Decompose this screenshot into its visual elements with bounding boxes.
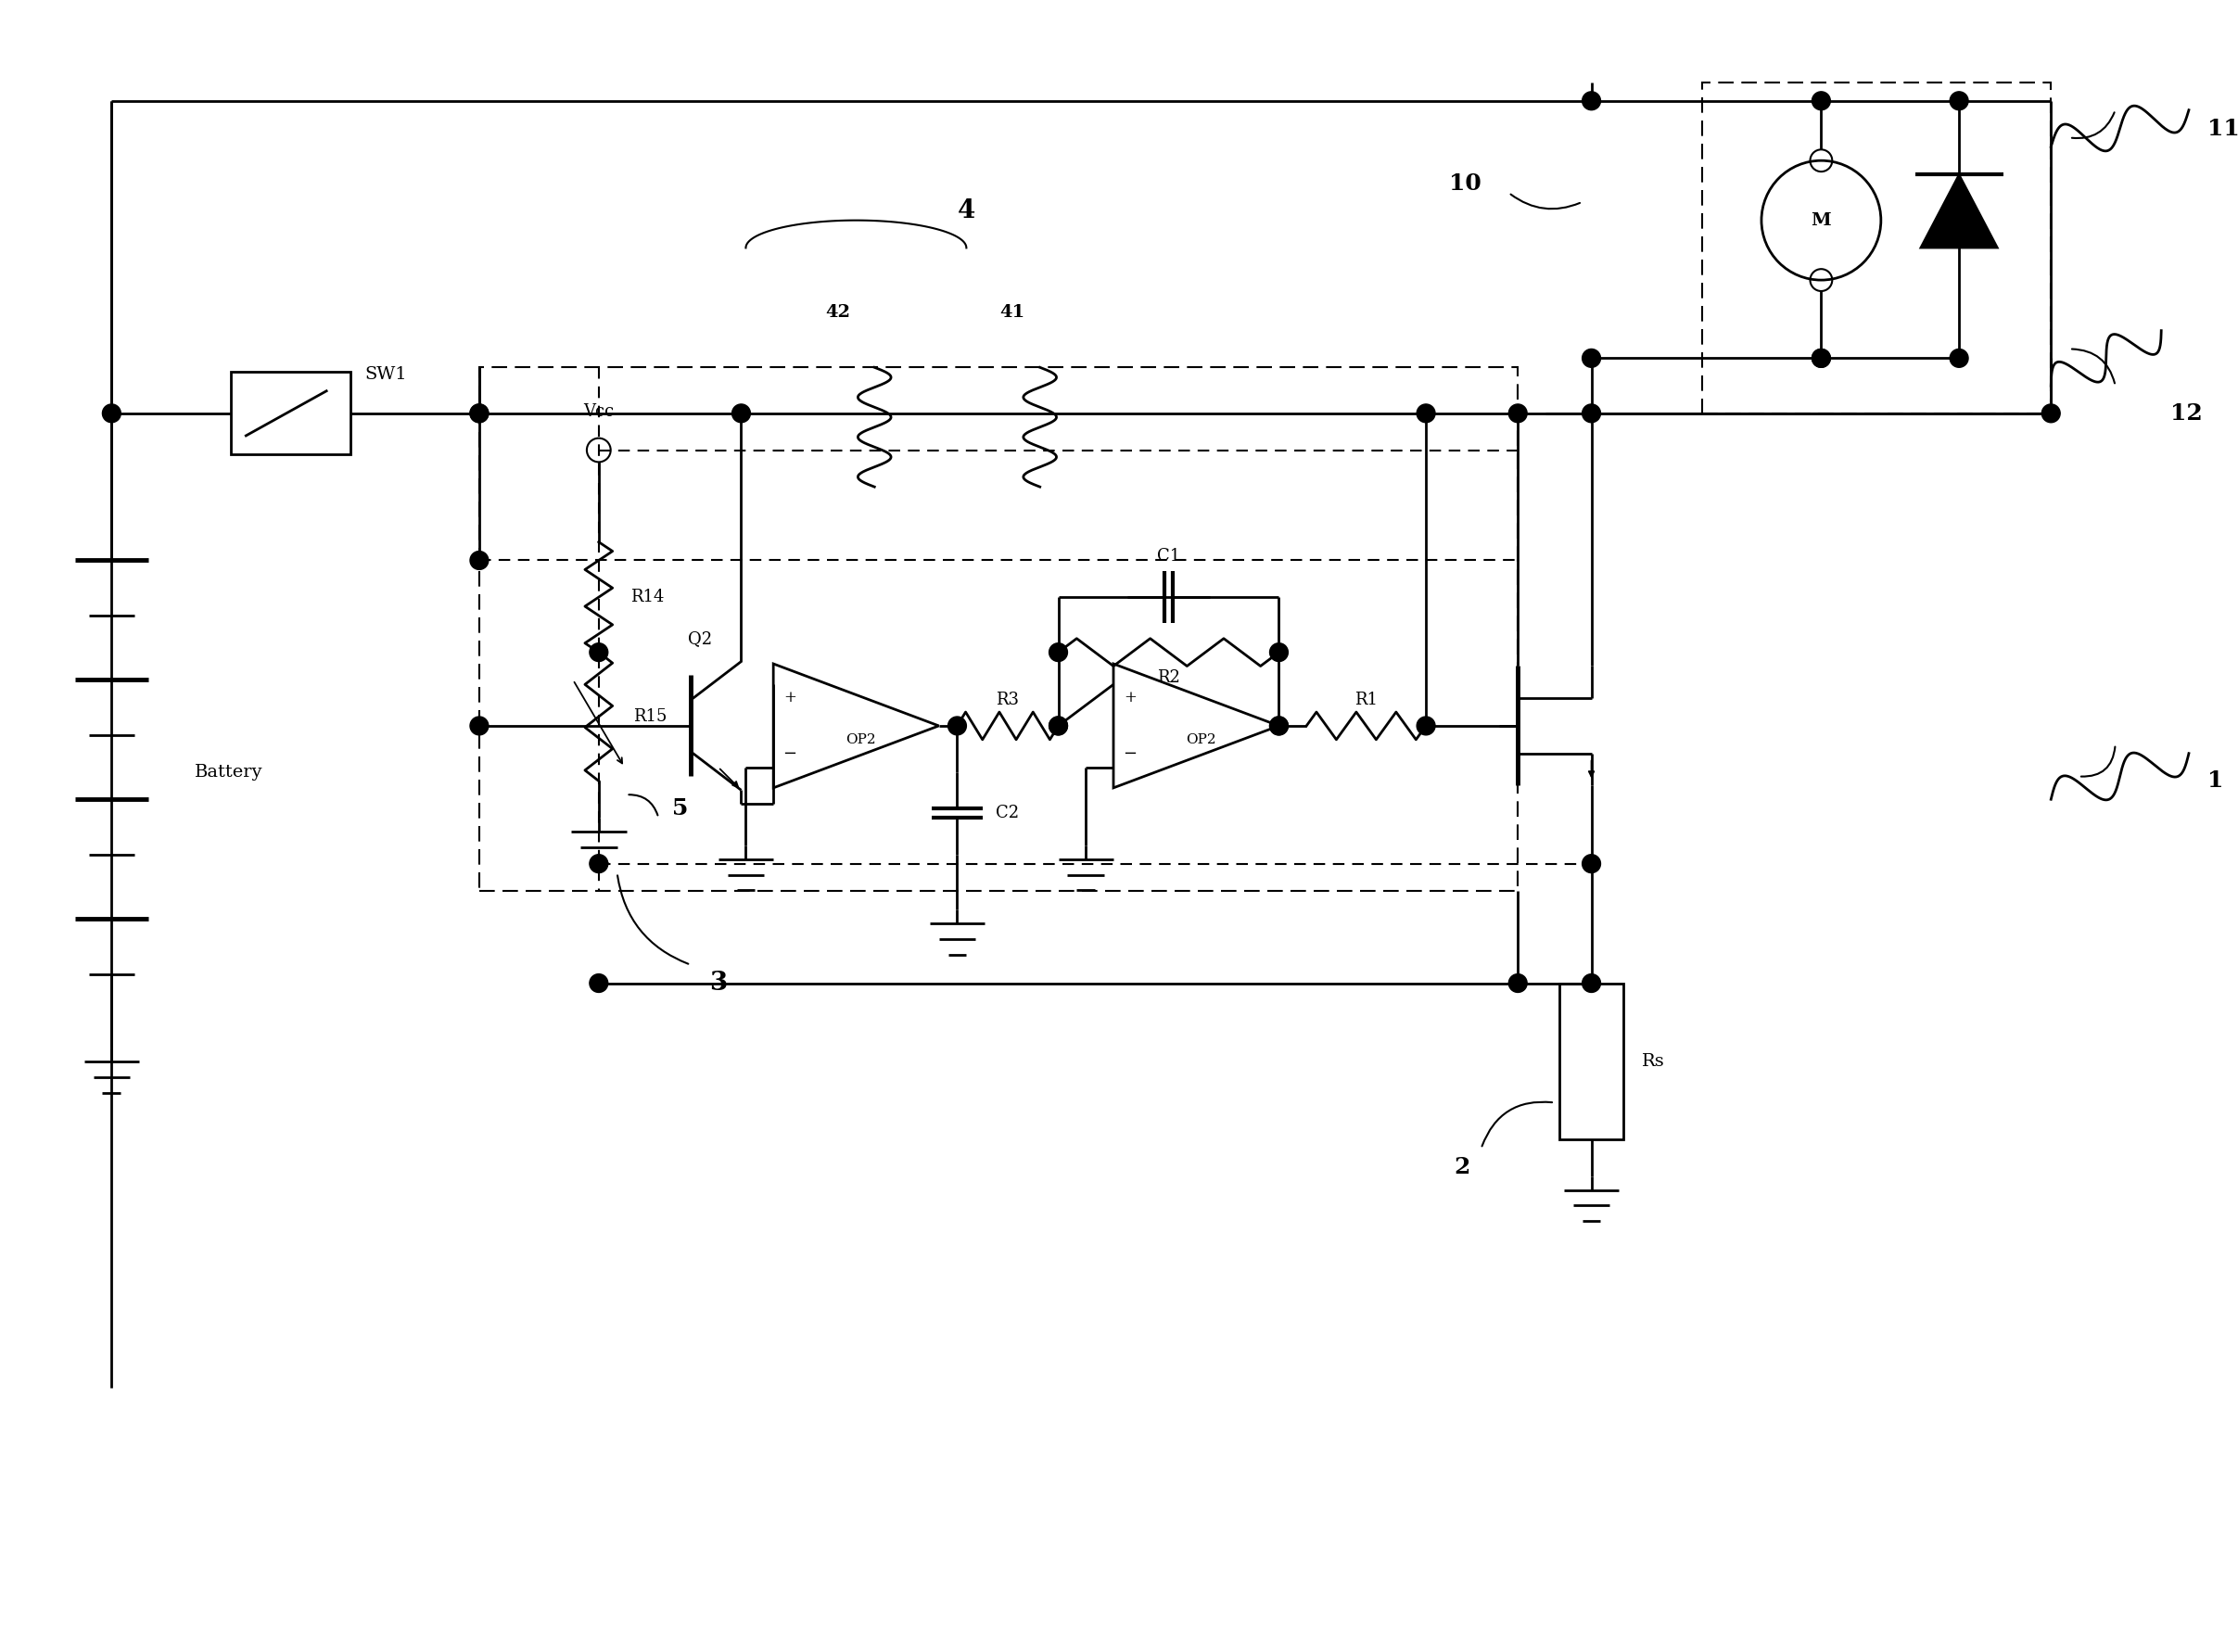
Circle shape xyxy=(1417,717,1435,735)
Circle shape xyxy=(1813,349,1831,367)
Text: 10: 10 xyxy=(1448,172,1482,195)
Text: R3: R3 xyxy=(996,692,1018,709)
Text: −: − xyxy=(783,745,797,762)
Text: R14: R14 xyxy=(631,588,665,606)
Polygon shape xyxy=(1920,175,1999,248)
Circle shape xyxy=(1582,349,1600,367)
Circle shape xyxy=(1582,405,1600,423)
Circle shape xyxy=(1582,975,1600,993)
Circle shape xyxy=(1050,717,1068,735)
Text: 2: 2 xyxy=(1452,1156,1470,1178)
Text: M: M xyxy=(1811,211,1831,228)
Text: +: + xyxy=(783,691,797,705)
Circle shape xyxy=(470,405,488,423)
Text: 1: 1 xyxy=(2207,770,2222,791)
Text: 5: 5 xyxy=(671,798,689,819)
Text: 11: 11 xyxy=(2207,117,2238,139)
Circle shape xyxy=(949,717,967,735)
Circle shape xyxy=(1269,643,1289,661)
Circle shape xyxy=(732,405,750,423)
Text: Rs: Rs xyxy=(1643,1052,1665,1069)
Circle shape xyxy=(470,552,488,570)
Text: 3: 3 xyxy=(709,971,727,996)
Text: 42: 42 xyxy=(826,304,850,320)
Text: 41: 41 xyxy=(1000,304,1025,320)
Circle shape xyxy=(470,405,488,423)
Text: R15: R15 xyxy=(633,709,667,725)
Circle shape xyxy=(2041,405,2061,423)
Text: R1: R1 xyxy=(1354,692,1379,709)
Text: +: + xyxy=(1123,691,1137,705)
Circle shape xyxy=(589,854,609,872)
Circle shape xyxy=(1949,349,1967,367)
Text: 12: 12 xyxy=(2171,401,2202,425)
Circle shape xyxy=(1269,717,1289,735)
Bar xyxy=(1560,983,1623,1140)
Text: SW1: SW1 xyxy=(365,367,407,383)
Circle shape xyxy=(1269,717,1289,735)
Text: C2: C2 xyxy=(996,805,1018,821)
Text: C1: C1 xyxy=(1157,547,1179,563)
Circle shape xyxy=(1949,91,1967,111)
Text: OP2: OP2 xyxy=(846,733,875,747)
Circle shape xyxy=(1582,91,1600,111)
Circle shape xyxy=(1582,854,1600,872)
Text: OP2: OP2 xyxy=(1186,733,1215,747)
Circle shape xyxy=(1813,349,1831,367)
Circle shape xyxy=(1508,975,1526,993)
Text: −: − xyxy=(1123,745,1137,762)
Text: Vcc: Vcc xyxy=(584,403,613,420)
Circle shape xyxy=(1050,643,1068,661)
Circle shape xyxy=(103,405,121,423)
Circle shape xyxy=(470,717,488,735)
Circle shape xyxy=(589,975,609,993)
Text: R2: R2 xyxy=(1157,669,1179,686)
Circle shape xyxy=(1050,717,1068,735)
Circle shape xyxy=(1813,91,1831,111)
Text: 4: 4 xyxy=(958,198,976,223)
Circle shape xyxy=(1508,405,1526,423)
Text: Battery: Battery xyxy=(195,763,262,780)
Circle shape xyxy=(1417,405,1435,423)
Circle shape xyxy=(589,643,609,661)
Bar xyxy=(1701,83,2050,413)
Bar xyxy=(231,372,351,454)
Bar xyxy=(479,367,1517,892)
Text: Q2: Q2 xyxy=(687,629,712,648)
